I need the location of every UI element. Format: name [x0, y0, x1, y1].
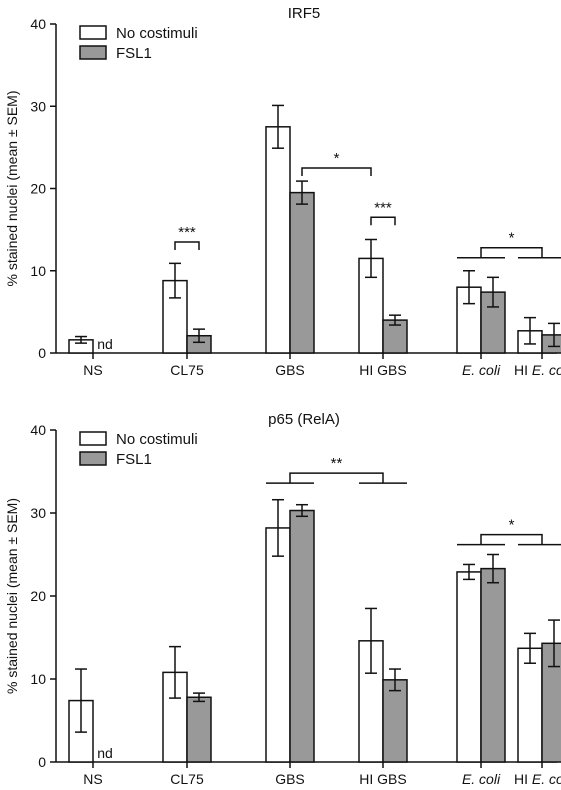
x-tick-label: GBS — [275, 362, 305, 378]
x-tick-label: E. coli — [462, 771, 501, 787]
bar-fsl1 — [289, 191, 315, 354]
chart-panel-2: p65 (RelA) % stained nuclei (mean ± SEM) 0… — [4, 411, 561, 787]
x-tick-label: NS — [83, 771, 102, 787]
significance-label: * — [334, 150, 340, 167]
bar-no-costimuli — [265, 126, 291, 354]
significance-label: *** — [178, 224, 196, 241]
x-tick-label: HI E. coli — [514, 362, 561, 378]
legend-swatch — [79, 45, 107, 60]
x-tick-label: HI GBS — [359, 771, 406, 787]
significance-annotations: ******** — [174, 150, 561, 259]
y-axis-label: % stained nuclei (mean ± SEM) — [4, 498, 20, 694]
significance-bracket — [301, 167, 372, 176]
significance-bracket — [480, 533, 543, 545]
y-tick-label: 0 — [38, 345, 46, 361]
bars: nd — [68, 104, 561, 354]
not-determined-label: nd — [97, 745, 113, 761]
y-tick-label: 20 — [30, 181, 46, 197]
legend: No costimuli FSL1 — [79, 431, 198, 468]
chart-panel-1: IRF5 % stained nuclei (mean ± SEM) 0 10 20 30… — [4, 5, 561, 378]
bar-fsl1 — [541, 334, 561, 354]
y-tick-label: 30 — [30, 98, 46, 114]
legend-label: No costimuli — [116, 431, 198, 448]
x-tick-label: HI E. coli — [514, 771, 561, 787]
y-axis-label: % stained nuclei (mean ± SEM) — [4, 91, 20, 287]
bar-no-costimuli — [265, 527, 291, 763]
bar-no-costimuli — [456, 571, 482, 763]
chart-title: p65 (RelA) — [268, 411, 340, 428]
bar-fsl1 — [480, 567, 506, 763]
x-tick-label: HI GBS — [359, 362, 406, 378]
chart-title: IRF5 — [288, 5, 321, 22]
y-tick-label: 10 — [30, 671, 46, 687]
legend-label: FSL1 — [116, 45, 152, 62]
legend-label: FSL1 — [116, 451, 152, 468]
legend-swatch — [79, 431, 107, 446]
y-tick-label: 0 — [38, 754, 46, 770]
y-tick-label: 20 — [30, 588, 46, 604]
not-determined-label: nd — [97, 336, 113, 352]
x-tick-label: CL75 — [170, 771, 204, 787]
y-tick-label: 10 — [30, 263, 46, 279]
significance-annotations: *** — [266, 455, 561, 546]
bar-fsl1 — [541, 642, 561, 763]
significance-label: * — [509, 230, 515, 247]
y-tick-label: 30 — [30, 505, 46, 521]
bar-no-costimuli — [517, 647, 543, 763]
x-tick-label: E. coli — [462, 362, 501, 378]
significance-bracket — [289, 472, 384, 484]
legend: No costimuli FSL1 — [79, 25, 198, 62]
x-tick-label: NS — [83, 362, 102, 378]
significance-label: ** — [331, 455, 343, 472]
bar-fsl1 — [382, 679, 408, 763]
significance-bracket — [174, 241, 200, 250]
legend-swatch — [79, 25, 107, 40]
significance-label: *** — [374, 199, 392, 216]
significance-bracket — [480, 246, 543, 258]
x-tick-label: CL75 — [170, 362, 204, 378]
significance-label: * — [509, 517, 515, 534]
y-tick-label: 40 — [30, 422, 46, 438]
y-tick-label: 40 — [30, 16, 46, 32]
x-tick-label: GBS — [275, 771, 305, 787]
significance-bracket — [370, 216, 396, 226]
legend-swatch — [79, 451, 107, 466]
bar-fsl1 — [186, 696, 212, 763]
legend-label: No costimuli — [116, 25, 198, 42]
bar-fsl1 — [289, 509, 315, 763]
bars: nd — [68, 498, 561, 763]
